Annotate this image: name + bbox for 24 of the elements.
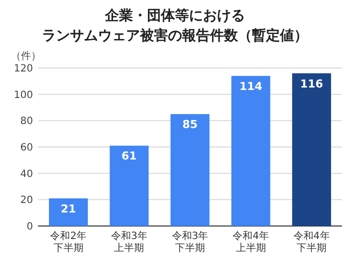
y-tick-label: 80: [20, 116, 33, 128]
y-tick-label: 60: [20, 142, 33, 154]
x-tick-label: 令和2年下半期: [50, 230, 87, 254]
x-tick-label: 令和3年下半期: [172, 230, 208, 254]
bar: [48, 198, 88, 226]
data-label: 61: [122, 150, 137, 163]
y-tick-label: 100: [14, 90, 33, 101]
bar: [170, 114, 210, 226]
bar: [231, 76, 270, 226]
data-label: 114: [239, 80, 263, 93]
y-tick-label: 20: [20, 195, 33, 206]
y-tick-label: 40: [20, 168, 33, 180]
bar: [292, 73, 332, 226]
y-tick-label: 0: [26, 222, 33, 232]
x-tick-label: 令和4年下半期: [293, 230, 330, 254]
data-label: 21: [60, 202, 76, 216]
x-tick-label: 令和4年上半期: [232, 230, 269, 254]
bar: [110, 146, 149, 226]
y-axis-title: （件）: [11, 51, 41, 62]
x-tick-label: 令和3年上半期: [111, 230, 148, 254]
y-tick-label: 120: [14, 64, 33, 74]
data-label: 116: [300, 77, 324, 90]
chart-title: 企業・団体等におけるランサムウェア被害の報告件数（暫定値）: [42, 8, 308, 44]
data-label: 85: [182, 118, 198, 132]
